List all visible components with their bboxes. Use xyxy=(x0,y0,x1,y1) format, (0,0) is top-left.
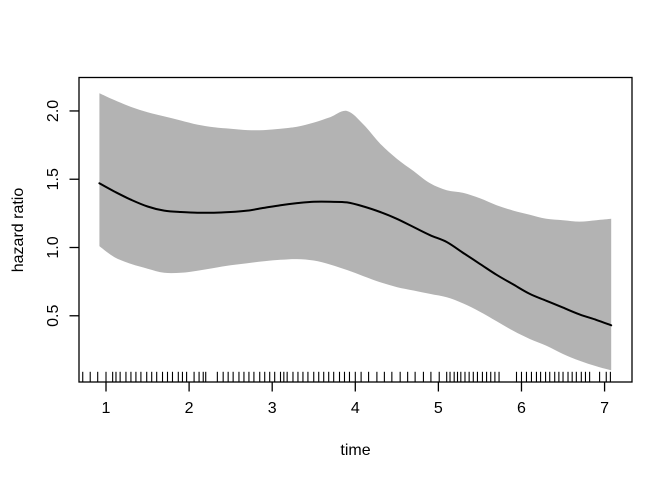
x-tick-label: 6 xyxy=(517,400,526,417)
x-tick-label: 7 xyxy=(600,400,609,417)
confidence-band xyxy=(99,93,612,371)
hazard-ratio-curve xyxy=(98,182,613,327)
x-tick-label: 1 xyxy=(102,400,111,417)
x-tick-label: 5 xyxy=(434,400,443,417)
y-tick-label: 1.0 xyxy=(45,236,62,258)
y-axis-title: hazard ratio xyxy=(10,188,27,273)
x-tick-label: 3 xyxy=(268,400,277,417)
x-axis: 1 2 3 4 5 6 7 xyxy=(102,382,609,417)
x-tick-label: 4 xyxy=(351,400,360,417)
y-tick-label: 2.0 xyxy=(45,100,62,122)
y-tick-label: 0.5 xyxy=(45,305,62,327)
ci-band-polygon xyxy=(99,93,612,371)
y-axis: 0.5 1.0 1.5 2.0 xyxy=(45,100,79,327)
y-tick-label: 1.5 xyxy=(45,168,62,190)
rug-ticks xyxy=(82,371,611,382)
x-tick-label: 2 xyxy=(185,400,194,417)
hazard-ratio-line xyxy=(98,182,613,327)
x-axis-title: time xyxy=(340,442,370,459)
